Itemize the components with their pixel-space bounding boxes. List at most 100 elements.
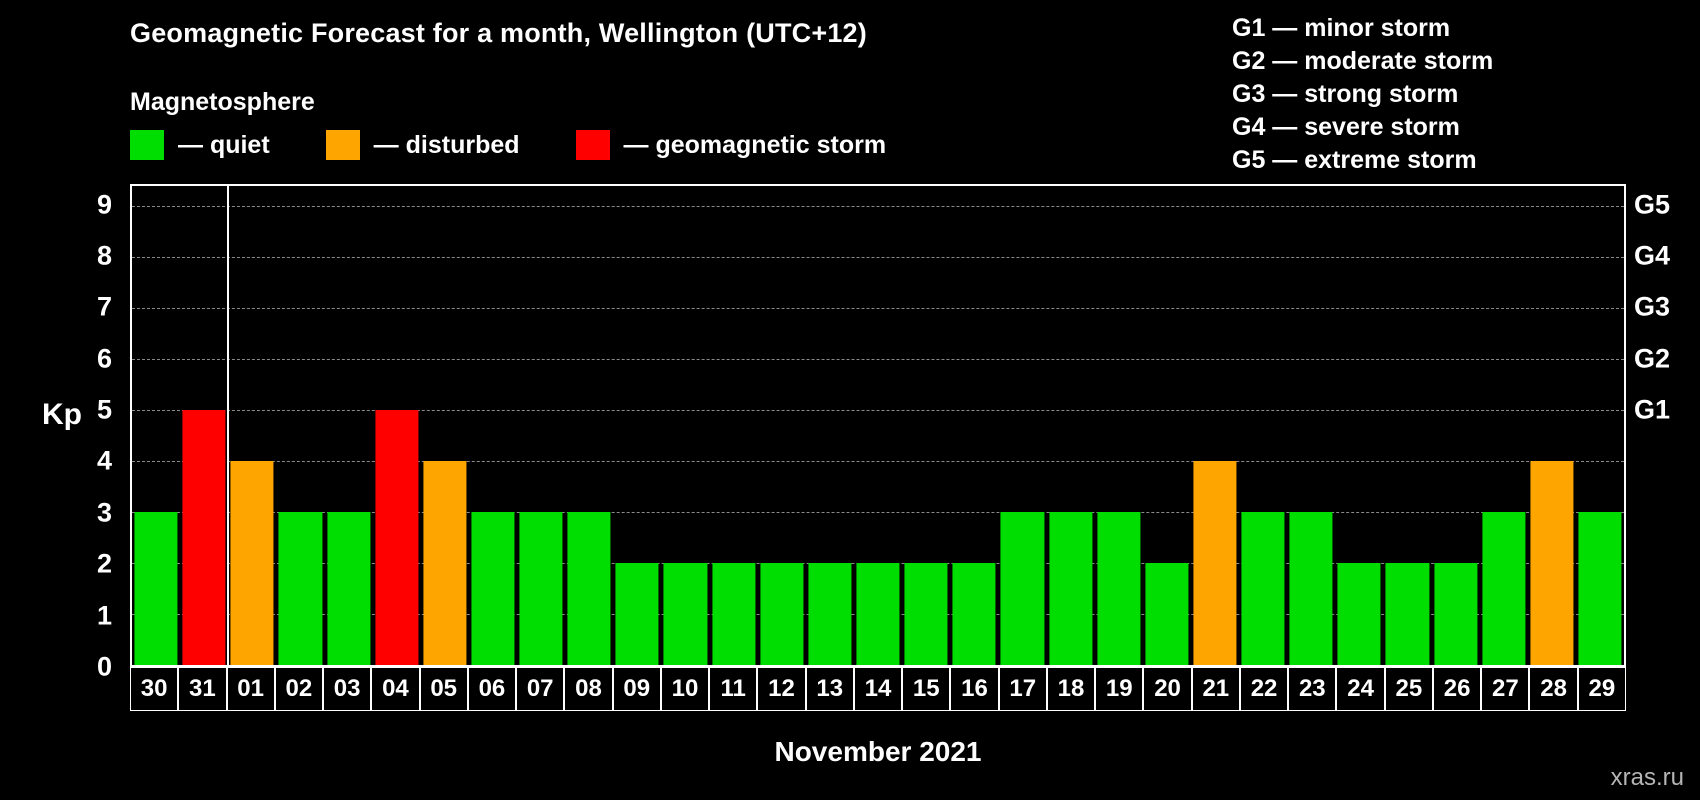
y-tick-9: 9 xyxy=(96,189,112,220)
kp-bar-day-28 xyxy=(1530,461,1574,665)
storm-scale-legend: G1 — minor storm G2 — moderate storm G3 — … xyxy=(1232,12,1493,177)
kp-bar-day-04 xyxy=(375,410,419,665)
day-label-07: 07 xyxy=(516,667,565,711)
kp-bar-day-13 xyxy=(808,563,852,665)
day-label-04: 04 xyxy=(371,667,420,711)
y-tick-6: 6 xyxy=(96,343,112,374)
kp-bar-day-19 xyxy=(1097,512,1141,665)
gridline-kp-8 xyxy=(132,257,1624,259)
day-label-09: 09 xyxy=(612,667,661,711)
y-tick-7: 7 xyxy=(96,291,112,322)
y-tick-8: 8 xyxy=(96,240,112,271)
day-label-10: 10 xyxy=(660,667,710,711)
storm-scale-line: G4 — severe storm xyxy=(1232,113,1460,141)
day-label-15: 15 xyxy=(902,667,951,711)
kp-bar-day-23 xyxy=(1289,512,1333,665)
legend-swatch-quiet xyxy=(130,130,164,160)
day-label-06: 06 xyxy=(467,667,517,711)
legend-swatch-storm xyxy=(575,130,610,160)
x-axis-title: November 2021 xyxy=(774,736,982,767)
legend-label: — quiet xyxy=(178,130,270,159)
right-tick-G1: G1 xyxy=(1634,394,1671,425)
kp-bar-day-15 xyxy=(904,563,948,665)
storm-scale-line: G2 — moderate storm xyxy=(1232,47,1494,75)
day-label-17: 17 xyxy=(998,667,1047,711)
legend-label: — disturbed xyxy=(373,130,520,159)
gridline-kp-4 xyxy=(132,461,1624,463)
chart-title: Geomagnetic Forecast for a month, Wellin… xyxy=(130,18,867,48)
day-label-24: 24 xyxy=(1336,667,1385,711)
y-axis: 0 1 2 3 4 5 6 7 8 9 xyxy=(0,184,122,681)
day-label-02: 02 xyxy=(274,667,324,711)
right-axis: G1 G2 G3 G4 G5 xyxy=(1634,184,1700,667)
day-label-08: 08 xyxy=(564,667,613,711)
day-label-30: 30 xyxy=(130,667,179,711)
chart-subtitle: Magnetosphere xyxy=(130,88,315,116)
y-axis-title: Kp xyxy=(42,398,82,431)
day-label-13: 13 xyxy=(805,667,854,711)
kp-bar-day-12 xyxy=(760,563,804,665)
day-label-19: 19 xyxy=(1095,667,1144,711)
kp-bar-day-21 xyxy=(1193,461,1237,665)
kp-bar-day-22 xyxy=(1241,512,1285,665)
day-label-22: 22 xyxy=(1239,667,1289,711)
y-tick-3: 3 xyxy=(96,497,112,528)
day-label-20: 20 xyxy=(1143,667,1192,711)
y-tick-0: 0 xyxy=(96,651,112,682)
day-label-25: 25 xyxy=(1384,667,1433,711)
gridline-kp-6 xyxy=(132,359,1624,361)
y-tick-1: 1 xyxy=(96,600,112,631)
y-tick-5: 5 xyxy=(96,394,112,425)
gridline-kp-5 xyxy=(132,410,1624,412)
kp-bar-day-20 xyxy=(1145,563,1189,665)
day-label-21: 21 xyxy=(1191,667,1240,711)
kp-bar-day-29 xyxy=(1578,512,1622,665)
legend: — quiet — disturbed — geomagnetic storm xyxy=(130,130,886,160)
day-label-26: 26 xyxy=(1432,667,1482,711)
kp-bar-day-10 xyxy=(663,563,708,665)
kp-bar-day-14 xyxy=(856,563,900,665)
y-tick-2: 2 xyxy=(96,548,112,579)
kp-bar-day-27 xyxy=(1482,512,1526,665)
kp-bar-day-11 xyxy=(712,563,756,665)
right-tick-G2: G2 xyxy=(1634,343,1671,374)
day-label-14: 14 xyxy=(853,667,903,711)
day-label-23: 23 xyxy=(1288,667,1337,711)
kp-bar-day-24 xyxy=(1337,563,1381,665)
plot-area xyxy=(130,184,1626,667)
day-label-16: 16 xyxy=(950,667,999,711)
kp-bar-day-03 xyxy=(327,512,371,665)
gridline-kp-3 xyxy=(132,512,1624,514)
right-tick-G5: G5 xyxy=(1634,189,1671,220)
storm-scale-line: G3 — strong storm xyxy=(1232,80,1459,108)
right-tick-G4: G4 xyxy=(1634,240,1671,271)
legend-label: — geomagnetic storm xyxy=(623,130,887,159)
kp-bar-day-09 xyxy=(615,563,659,665)
legend-item-storm: — geomagnetic storm xyxy=(575,130,887,160)
kp-bar-day-16 xyxy=(952,563,996,665)
day-label-11: 11 xyxy=(709,667,758,711)
day-label-27: 27 xyxy=(1481,667,1530,711)
right-tick-G3: G3 xyxy=(1634,291,1671,322)
day-label-12: 12 xyxy=(757,667,806,711)
kp-bar-day-05 xyxy=(423,461,467,665)
kp-bar-day-26 xyxy=(1433,563,1478,665)
day-label-29: 29 xyxy=(1577,667,1626,711)
kp-bar-day-02 xyxy=(278,512,322,665)
kp-bar-day-25 xyxy=(1385,563,1429,665)
watermark: xras.ru xyxy=(1610,764,1684,791)
month-separator xyxy=(227,186,230,665)
day-label-28: 28 xyxy=(1529,667,1578,711)
kp-bar-day-31 xyxy=(182,410,226,665)
y-tick-4: 4 xyxy=(96,445,112,476)
day-label-03: 03 xyxy=(323,667,372,711)
kp-bar-day-18 xyxy=(1048,512,1093,665)
day-label-18: 18 xyxy=(1046,667,1096,711)
kp-bar-day-30 xyxy=(134,512,178,665)
day-label-31: 31 xyxy=(178,667,227,711)
legend-item-quiet: — quiet xyxy=(130,130,270,160)
legend-swatch-disturbed xyxy=(325,130,360,160)
legend-item-disturbed: — disturbed xyxy=(325,130,520,160)
kp-bar-day-17 xyxy=(1000,512,1044,665)
